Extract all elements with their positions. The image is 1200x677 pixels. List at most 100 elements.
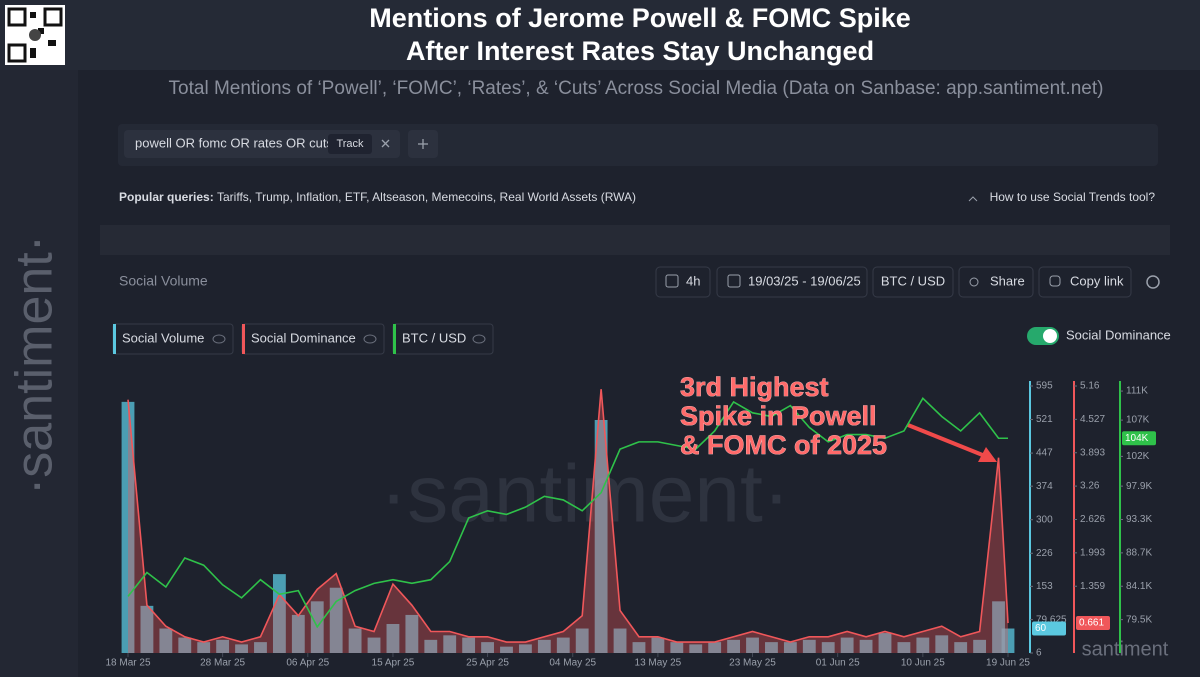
y-tick-label: 2.626	[1080, 514, 1105, 525]
share-button[interactable]	[958, 266, 1034, 298]
volume-bar	[954, 642, 968, 653]
x-tick-label: 13 May 25	[635, 658, 682, 669]
volume-bar	[821, 642, 835, 653]
volume-bar	[802, 639, 816, 653]
current-badge	[1076, 616, 1110, 631]
series-line	[127, 397, 1008, 629]
eye-icon	[363, 334, 377, 344]
volume-bar	[443, 635, 457, 653]
copy-button[interactable]	[1038, 266, 1132, 298]
x-tick-label: 18 Mar 25	[105, 658, 150, 669]
volume-bar	[594, 419, 608, 653]
track-label: Track	[336, 138, 364, 150]
y-tick-label: 102K	[1126, 451, 1150, 462]
side-watermark: ·santiment·	[6, 235, 64, 495]
y-tick-label: 93.3K	[1126, 514, 1152, 525]
volume-bar	[481, 642, 494, 653]
x-tick-label: 19 Jun 25	[986, 658, 1030, 669]
x-tick-label: 15 Apr 25	[372, 658, 415, 669]
volume-bar	[537, 639, 551, 653]
toggle-label: Social Dominance	[1066, 327, 1171, 342]
current-badge	[1032, 621, 1066, 636]
interval-label: 4h	[686, 273, 700, 288]
y-tick-label: 88.7K	[1126, 548, 1152, 559]
volume-bar	[386, 623, 400, 653]
legend-swatch	[393, 324, 396, 354]
share-label: Share	[990, 273, 1025, 288]
annotation-text: & FOMC of 2025	[680, 430, 887, 460]
y-tick-label: 521	[1036, 414, 1053, 425]
pair-label: BTC / USD	[881, 273, 945, 288]
y-tick-label: 3.26	[1080, 481, 1100, 492]
calendar-icon	[727, 274, 741, 288]
link-icon	[1049, 275, 1061, 287]
title-line: After Interest Rates Stay Unchanged	[406, 36, 874, 66]
volume-bar	[500, 646, 513, 653]
legend-label: BTC / USD	[402, 330, 466, 345]
volume-bar	[632, 642, 646, 653]
subtitle: Total Mentions of ‘Powell’, ‘FOMC’, ‘Rat…	[169, 78, 1104, 99]
volume-bar	[575, 628, 589, 653]
volume-bar	[765, 642, 778, 653]
series-line	[127, 389, 1009, 643]
y-tick-label: 1.359	[1080, 581, 1105, 592]
annotation-arrow	[907, 423, 991, 460]
volume-bar	[651, 637, 665, 653]
y-tick-label: 107K	[1126, 415, 1150, 426]
current-badge	[1122, 431, 1156, 446]
volume-bar	[613, 628, 627, 653]
popular-items[interactable]: Tariffs, Trump, Inflation, ETF, Altseaso…	[217, 190, 636, 204]
y-tick-label: 1.993	[1080, 547, 1105, 558]
volume-bar	[1001, 628, 1015, 653]
current-label: 0.661	[1079, 618, 1104, 629]
interval-button[interactable]	[655, 266, 711, 298]
x-tick-label: 25 Apr 25	[466, 658, 509, 669]
eye-icon	[212, 334, 226, 344]
corner-watermark: santiment	[1082, 638, 1169, 660]
volume-bar	[254, 642, 267, 653]
left-strip	[0, 70, 78, 677]
legend-swatch	[242, 324, 245, 354]
volume-bar	[329, 587, 343, 653]
x-tick-label: 04 May 25	[549, 658, 596, 669]
remove-icon[interactable]	[381, 139, 390, 148]
settings-icon[interactable]	[1146, 275, 1160, 289]
current-label: 104K	[1125, 433, 1149, 444]
range-button[interactable]	[716, 266, 868, 298]
x-tick-label: 28 Mar 25	[200, 658, 245, 669]
volume-bar	[746, 637, 759, 653]
x-tick-label: 01 Jun 25	[816, 658, 860, 669]
current-label: 60	[1035, 623, 1047, 634]
y-tick-label: 84.1K	[1126, 581, 1152, 592]
y-tick-label: 374	[1036, 481, 1053, 492]
pair-button[interactable]	[872, 266, 954, 298]
popular-label: Popular queries:	[119, 190, 214, 204]
volume-bar	[159, 628, 173, 653]
y-tick-label: 79.625	[1036, 614, 1067, 625]
qr-code	[5, 5, 65, 65]
help-link[interactable]: How to use Social Trends tool?	[990, 190, 1156, 204]
volume-bar	[216, 639, 230, 653]
volume-bar	[916, 637, 930, 653]
y-tick-label: 79.5K	[1126, 614, 1152, 625]
volume-bar	[878, 633, 892, 653]
share-icon	[969, 277, 979, 287]
volume-bar	[689, 644, 703, 653]
volume-bar	[140, 605, 154, 653]
x-tick-label: 06 Apr 25	[286, 658, 329, 669]
volume-bar	[462, 637, 476, 653]
annotation-text: 3rd Highest	[680, 372, 829, 402]
volume-bar	[556, 637, 570, 653]
volume-bar	[708, 642, 722, 653]
volume-bar	[935, 635, 949, 653]
query-text: powell OR fomc OR rates OR cuts	[135, 135, 333, 150]
y-tick-label: 6	[1036, 648, 1042, 659]
legend-label: Social Volume	[122, 330, 204, 345]
volume-bar	[121, 401, 135, 653]
x-tick-label: 10 Jun 25	[901, 658, 945, 669]
y-tick-label: 595	[1036, 381, 1053, 392]
add-icon	[418, 139, 428, 149]
track-chip	[328, 134, 372, 154]
